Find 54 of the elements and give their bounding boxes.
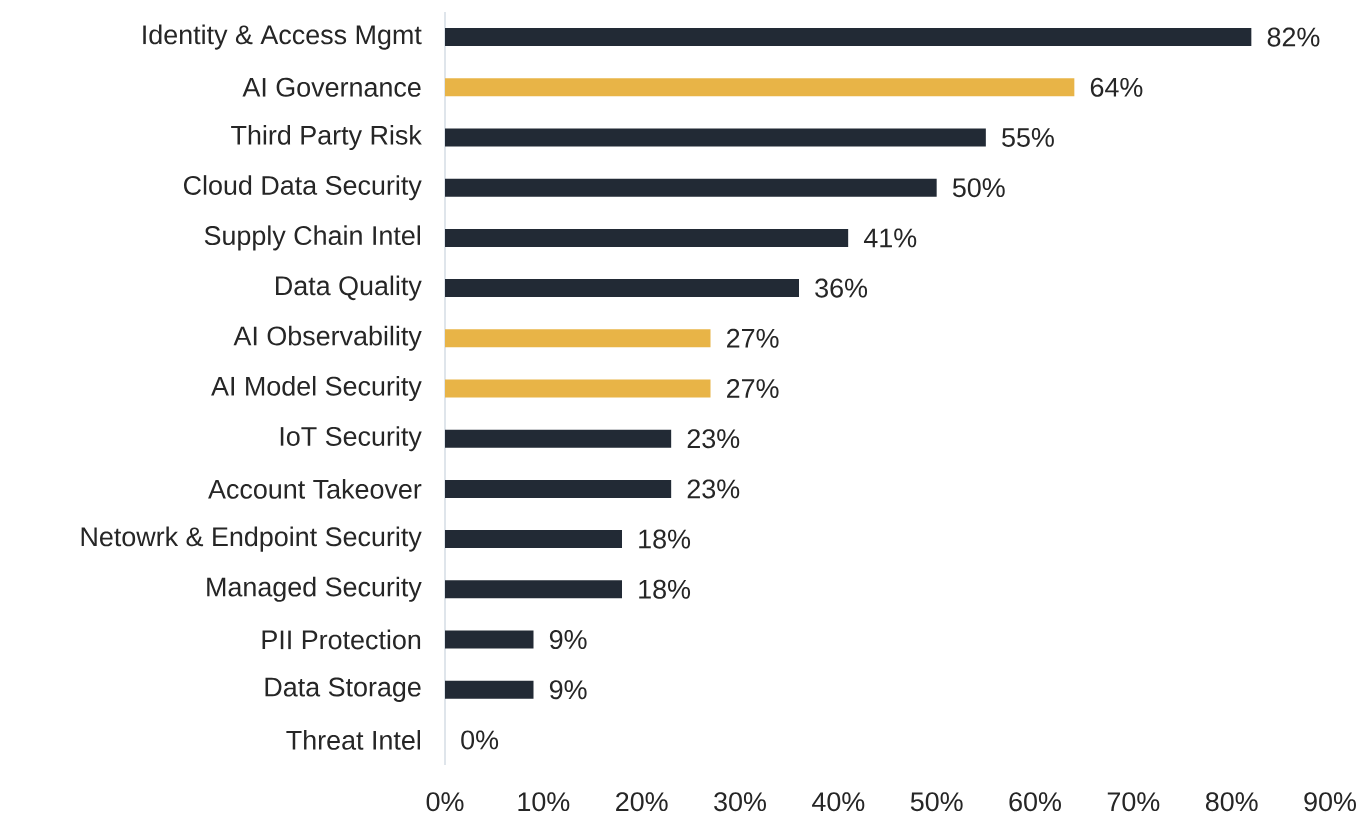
data-label: 27%	[727, 379, 779, 398]
data-label: 9%	[549, 680, 587, 700]
data-label: 41%	[863, 228, 917, 248]
x-tick-label: 30%	[714, 792, 766, 812]
data-label: 23%	[687, 479, 740, 499]
bar	[445, 530, 622, 549]
x-tick-label: 80%	[1205, 792, 1258, 812]
x-tick-label: 20%	[616, 792, 668, 812]
bar	[445, 630, 534, 649]
y-tick-label: PII Protection	[262, 629, 421, 650]
data-label: 9%	[549, 629, 587, 650]
y-tick-label: Threat Intel	[286, 730, 421, 750]
x-tick-label: 50%	[910, 792, 963, 812]
data-label: 50%	[952, 178, 1005, 198]
x-tick-label: 70%	[1107, 792, 1160, 812]
data-label: 36%	[815, 278, 868, 298]
x-tick-label: 0%	[426, 792, 464, 812]
y-tick-label: Supply Chain Intel	[204, 225, 420, 251]
data-label: 55%	[1002, 128, 1054, 147]
bar	[445, 479, 672, 498]
y-tick-label: Data Quality	[276, 275, 422, 301]
y-tick-label: Identity & Access Mgmt	[143, 24, 422, 50]
data-label: 18%	[639, 579, 691, 599]
y-tick-label: Cloud Data Security	[183, 175, 422, 201]
bar	[445, 379, 711, 398]
x-tick-label: 10%	[518, 792, 570, 812]
bar	[445, 28, 1252, 47]
bar	[445, 429, 672, 448]
data-label: 27%	[727, 328, 779, 348]
y-tick-label: Third Party Risk	[231, 124, 422, 151]
bar	[445, 329, 711, 348]
bar	[445, 279, 799, 298]
x-tick-label: 60%	[1009, 792, 1061, 812]
x-tick-label: 40%	[812, 792, 865, 812]
y-tick-label: Netowrk & Endpoint Security	[81, 526, 422, 552]
data-label: 64%	[1090, 77, 1143, 97]
data-label: 82%	[1267, 27, 1320, 47]
y-tick-label: Data Storage	[265, 677, 421, 702]
bar	[445, 680, 534, 699]
y-tick-label: Managed Security	[207, 576, 422, 602]
y-tick-label: AI Model Security	[211, 375, 422, 402]
data-label: 0%	[461, 730, 499, 750]
bar	[445, 228, 849, 247]
bar	[445, 580, 622, 599]
bar	[445, 78, 1075, 97]
x-tick-label: 90%	[1304, 792, 1356, 812]
y-tick-label: Account Takeover	[208, 479, 422, 499]
y-tick-label: AI Observability	[233, 325, 422, 351]
y-tick-label: AI Governance	[242, 77, 421, 97]
bar	[445, 128, 986, 147]
y-tick-label: IoT Security	[280, 426, 422, 452]
data-label: 18%	[639, 529, 691, 549]
bar	[445, 178, 937, 197]
data-label: 23%	[687, 429, 740, 449]
